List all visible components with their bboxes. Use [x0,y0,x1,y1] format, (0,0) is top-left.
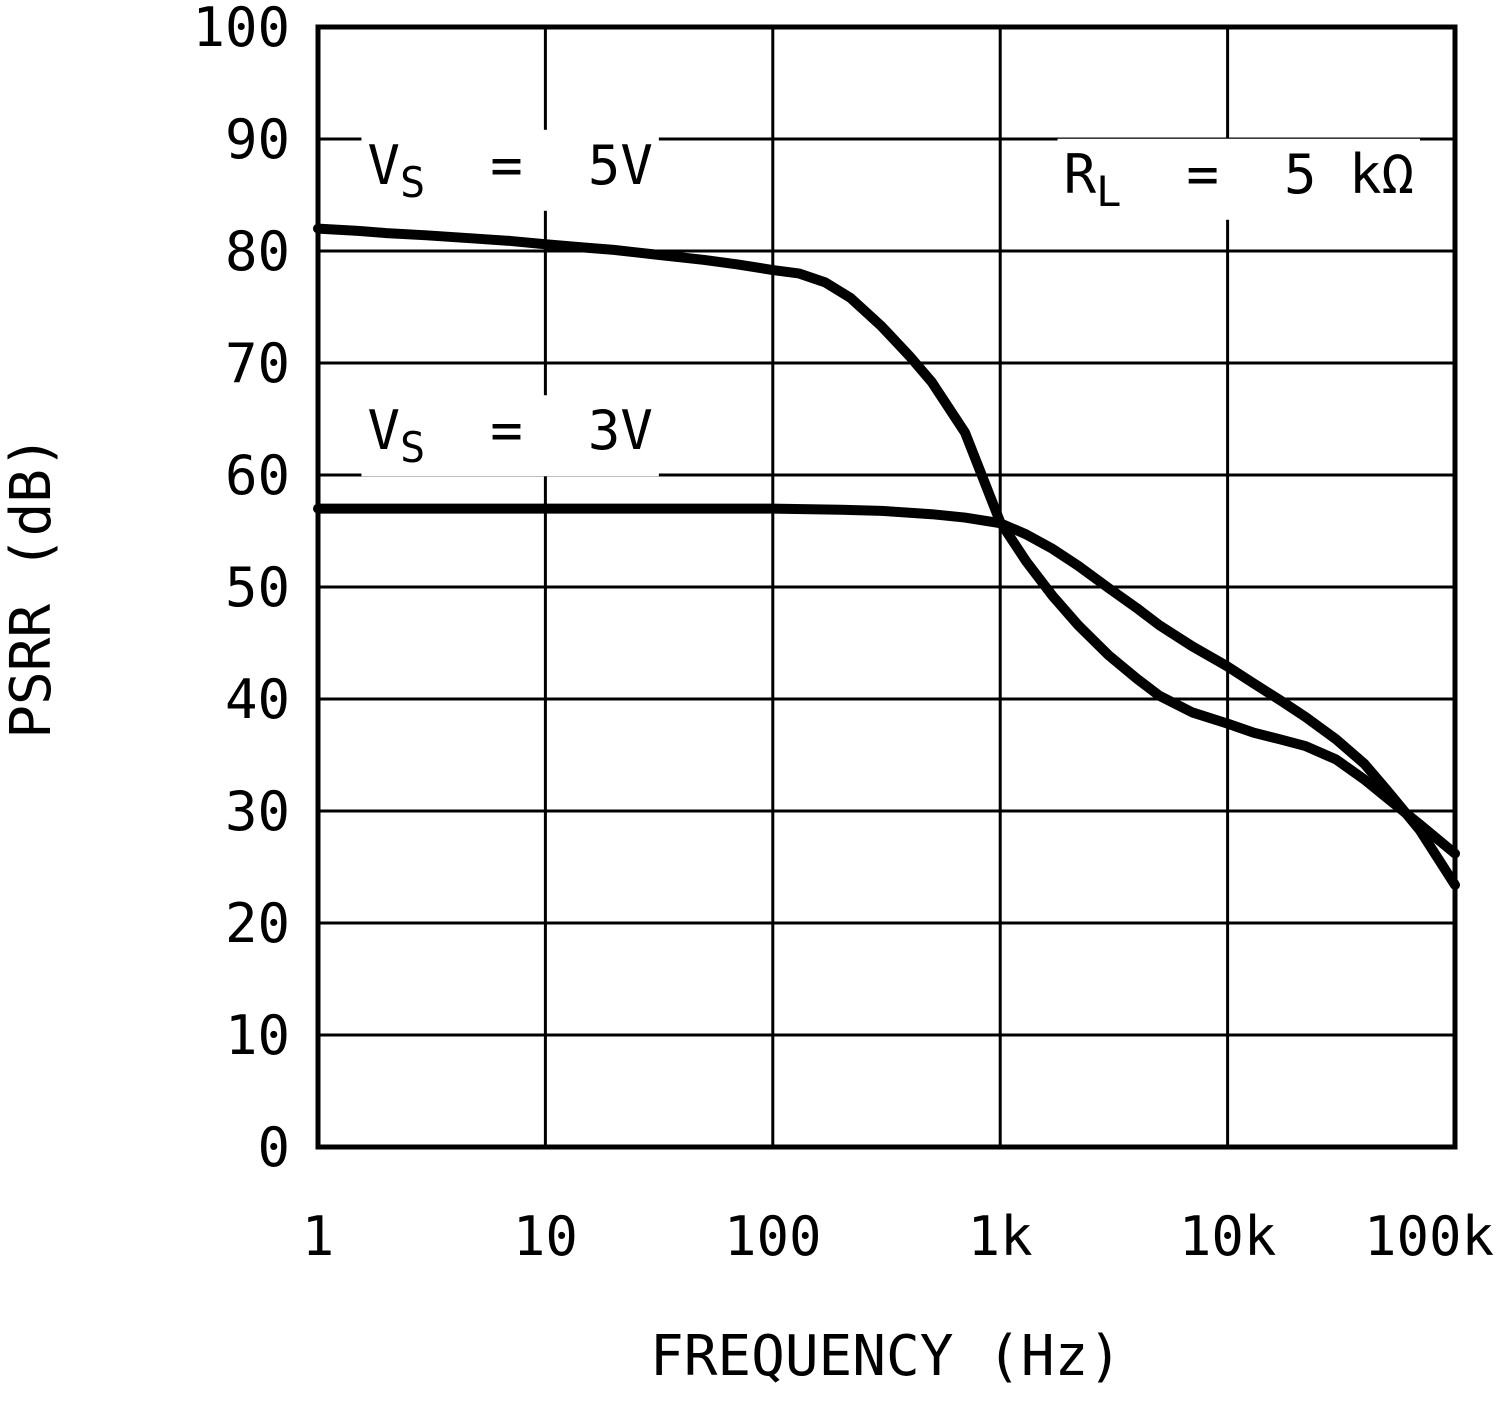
grid-layer [315,24,1458,1150]
x-tick-label: 100k [1364,1205,1494,1268]
x-tick-label: 100 [724,1205,822,1268]
y-tick-label: 50 [225,556,290,619]
label-rl-background [1057,138,1421,220]
curve-layer [313,223,1460,890]
y-tick-label: 0 [257,1116,290,1179]
curve-vs-3v [313,503,1460,890]
y-tick-label: 30 [225,780,290,843]
y-tick-label: 80 [225,220,290,283]
x-tick-label: 10 [513,1205,578,1268]
label-vs-5v-background [361,129,659,211]
y-tick-label: 60 [225,444,290,507]
plot-border [315,24,1458,1150]
x-tick-label: 1 [302,1205,335,1268]
y-tick-label: 20 [225,892,290,955]
x-axis-title: FREQUENCY (Hz) [650,1324,1122,1389]
label-vs-3v: VS = 3V [367,399,652,472]
label-rl: RL = 5 kΩ [1064,143,1414,216]
y-tick-label: 70 [225,332,290,395]
annotation-layer: VS = 5V VS = 3V RL = 5 kΩ [361,129,1421,477]
curve-vs-5v [313,223,1460,859]
x-tick-label: 10k [1179,1205,1277,1268]
label-vs-3v-background [361,395,659,477]
x-tick-label: 1k [968,1205,1033,1268]
y-tick-label: 90 [225,108,290,171]
y-axis-title: PSRR (dB) [0,435,64,738]
y-tick-label: 40 [225,668,290,731]
label-vs-5v: VS = 5V [367,134,652,207]
y-tick-label: 10 [225,1004,290,1067]
y-tick-label: 100 [192,0,290,59]
